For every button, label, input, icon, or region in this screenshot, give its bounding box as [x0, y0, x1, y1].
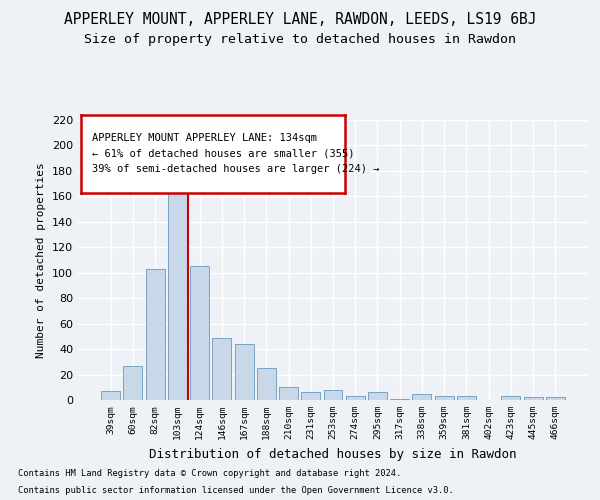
Text: Contains HM Land Registry data © Crown copyright and database right 2024.: Contains HM Land Registry data © Crown c… [18, 468, 401, 477]
Bar [323, 390, 343, 400]
Text: APPERLEY MOUNT APPERLEY LANE: 134sqm
← 61% of detached houses are smaller (355)
: APPERLEY MOUNT APPERLEY LANE: 134sqm ← 6… [92, 133, 379, 174]
Text: Size of property relative to detached houses in Rawdon: Size of property relative to detached ho… [84, 32, 516, 46]
Bar [390, 398, 409, 400]
Bar [457, 396, 476, 400]
Bar [435, 396, 454, 400]
Bar [546, 398, 565, 400]
Y-axis label: Number of detached properties: Number of detached properties [37, 162, 46, 358]
Bar [235, 344, 254, 400]
Bar [190, 266, 209, 400]
Bar [279, 388, 298, 400]
Text: APPERLEY MOUNT, APPERLEY LANE, RAWDON, LEEDS, LS19 6BJ: APPERLEY MOUNT, APPERLEY LANE, RAWDON, L… [64, 12, 536, 28]
Text: Contains public sector information licensed under the Open Government Licence v3: Contains public sector information licen… [18, 486, 454, 495]
Bar [257, 368, 276, 400]
Bar [146, 269, 164, 400]
Bar [502, 396, 520, 400]
Bar [524, 398, 542, 400]
Bar [368, 392, 387, 400]
X-axis label: Distribution of detached houses by size in Rawdon: Distribution of detached houses by size … [149, 448, 517, 460]
Bar [301, 392, 320, 400]
Bar [124, 366, 142, 400]
Bar [412, 394, 431, 400]
Bar [101, 391, 120, 400]
Bar [168, 181, 187, 400]
Bar [212, 338, 231, 400]
Bar [346, 396, 365, 400]
